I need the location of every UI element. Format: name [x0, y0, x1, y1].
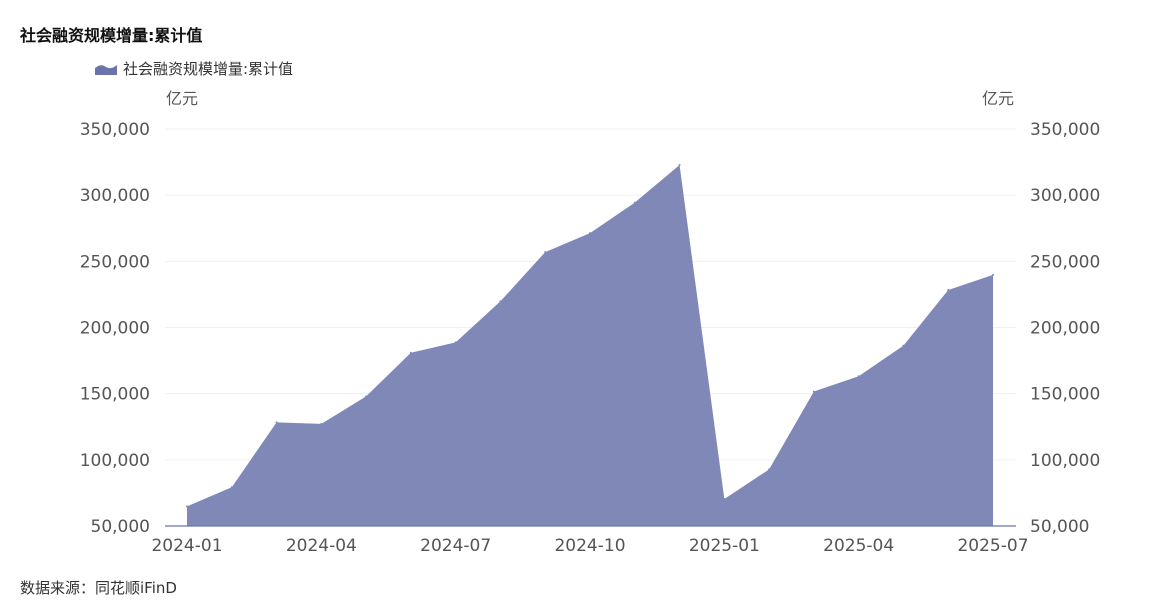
data-source: 数据来源：同花顺iFinD: [20, 579, 177, 597]
data-point-2024-09[interactable]: [544, 251, 547, 254]
legend-label: 社会融资规模增量:累计值: [123, 60, 294, 78]
legend[interactable]: 社会融资规模增量:累计值: [95, 58, 293, 79]
data-point-2025-06[interactable]: [947, 289, 950, 292]
x-tick-label: 2025-04: [823, 536, 894, 556]
x-tick-label: 2024-04: [286, 536, 357, 556]
data-point-2024-08[interactable]: [499, 300, 502, 303]
y-tick-label-left: 200,000: [80, 319, 150, 339]
chart-title: 社会融资规模增量:累计值: [20, 26, 203, 45]
y-tick-label-right: 50,000: [1030, 517, 1089, 537]
x-tick-label: 2025-01: [689, 536, 760, 556]
data-point-2025-02[interactable]: [768, 468, 771, 471]
y-axis-unit-right: 亿元: [982, 89, 1015, 108]
y-axis-left: 50,000 100,000 150,000 200,000 250,000 300,00…: [80, 120, 150, 537]
data-point-2025-03[interactable]: [812, 390, 815, 393]
x-tick-label: 2025-07: [957, 536, 1028, 556]
y-tick-label-right: 200,000: [1030, 319, 1100, 339]
data-point-2025-04[interactable]: [857, 375, 860, 378]
data-point-2024-06[interactable]: [409, 351, 412, 354]
data-point-2024-04[interactable]: [320, 422, 323, 425]
y-tick-label-right: 100,000: [1030, 451, 1100, 471]
data-point-2025-01[interactable]: [723, 498, 726, 501]
data-point-2024-01[interactable]: [186, 505, 188, 508]
y-tick-label-left: 150,000: [80, 385, 150, 405]
y-tick-label-left: 250,000: [80, 252, 150, 272]
data-point-2025-07[interactable]: [992, 273, 994, 276]
legend-area-icon: [95, 63, 117, 75]
x-tick-label: 2024-07: [420, 536, 491, 556]
y-tick-label-right: 150,000: [1030, 385, 1100, 405]
area-series: [165, 163, 1016, 527]
data-point-2024-05[interactable]: [365, 395, 368, 398]
data-point-2024-12[interactable]: [678, 163, 681, 166]
data-point-2024-02[interactable]: [230, 486, 233, 489]
data-point-2024-10[interactable]: [589, 232, 591, 235]
y-tick-label-left: 50,000: [91, 517, 150, 537]
data-point-2024-03[interactable]: [275, 421, 278, 424]
y-tick-label-left: 300,000: [80, 186, 150, 206]
x-axis: 2024-01 2024-04 2024-07 2024-10 2025-01 2025-…: [151, 536, 1028, 556]
area-series-fill: [187, 164, 993, 526]
y-tick-label-left: 100,000: [80, 451, 150, 471]
y-tick-label-right: 300,000: [1030, 186, 1100, 206]
y-axis-right: 50,000 100,000 150,000 200,000 250,000 300,00…: [1030, 120, 1100, 537]
y-tick-label-left: 350,000: [80, 120, 150, 140]
y-axis-unit-left: 亿元: [166, 89, 199, 108]
data-point-2024-07[interactable]: [454, 341, 457, 344]
x-tick-label: 2024-10: [554, 536, 625, 556]
data-point-2025-05[interactable]: [902, 344, 905, 347]
data-point-2024-11[interactable]: [633, 201, 636, 204]
x-tick-label: 2024-01: [151, 536, 222, 556]
y-tick-label-right: 350,000: [1030, 120, 1100, 140]
y-tick-label-right: 250,000: [1030, 252, 1100, 272]
